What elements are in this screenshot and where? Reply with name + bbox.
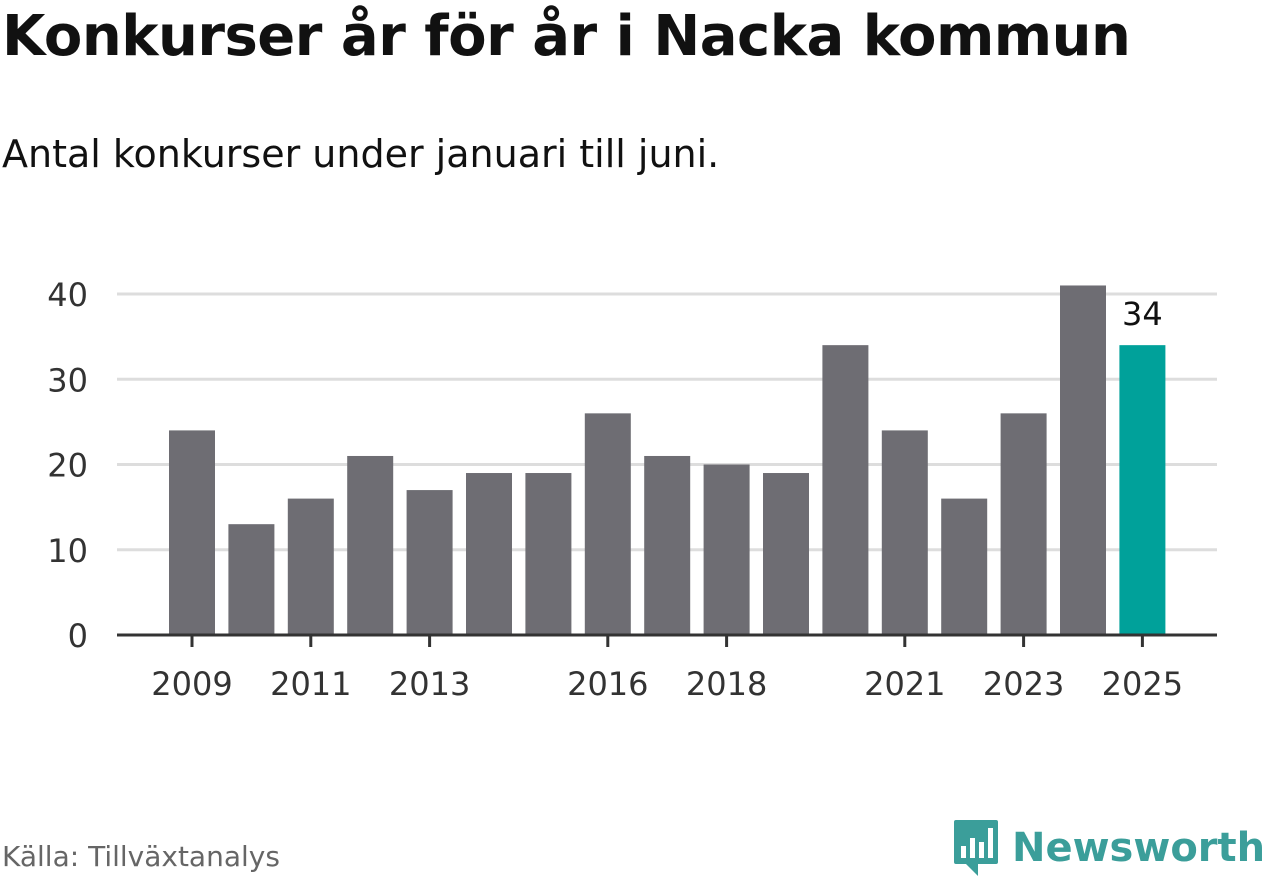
bar bbox=[941, 498, 988, 635]
bar bbox=[881, 430, 928, 635]
bar bbox=[584, 413, 631, 635]
x-tick-label: 2018 bbox=[686, 665, 767, 703]
bar bbox=[525, 473, 572, 635]
bar bbox=[763, 473, 809, 635]
y-tick-label: 30 bbox=[47, 361, 88, 399]
x-tick-label: 2011 bbox=[270, 665, 351, 703]
data-label: 34 bbox=[1122, 295, 1163, 333]
y-tick-label: 0 bbox=[68, 617, 88, 655]
x-tick-label: 2016 bbox=[567, 665, 648, 703]
bar bbox=[644, 455, 691, 635]
chart-title: Konkurser år för år i Nacka kommun bbox=[2, 4, 1131, 69]
source-note: Källa: Tillväxtanalys bbox=[2, 840, 280, 873]
x-tick-label: 2009 bbox=[151, 665, 232, 703]
chart-subtitle: Antal konkurser under januari till juni. bbox=[2, 132, 720, 176]
bar bbox=[822, 345, 869, 635]
bar bbox=[1119, 345, 1166, 635]
x-tick-label: 2025 bbox=[1102, 665, 1183, 703]
bar bbox=[703, 464, 750, 635]
y-tick-label: 20 bbox=[47, 447, 88, 485]
bar bbox=[287, 498, 334, 635]
bar bbox=[228, 524, 275, 635]
brand-name: Newsworthy bbox=[1012, 825, 1262, 871]
bar bbox=[1000, 413, 1047, 635]
bar bbox=[347, 455, 394, 635]
bar bbox=[169, 430, 215, 635]
x-tick-label: 2013 bbox=[389, 665, 470, 703]
bar bbox=[466, 473, 512, 635]
x-tick-label: 2021 bbox=[864, 665, 945, 703]
brand-logo[interactable]: Newsworthy bbox=[952, 818, 1262, 878]
x-tick-label: 2023 bbox=[983, 665, 1064, 703]
bar bbox=[406, 490, 453, 635]
bar bbox=[1060, 285, 1106, 635]
y-tick-label: 10 bbox=[47, 532, 88, 570]
newsworthy-logo-icon bbox=[954, 820, 998, 876]
y-tick-label: 40 bbox=[47, 276, 88, 314]
